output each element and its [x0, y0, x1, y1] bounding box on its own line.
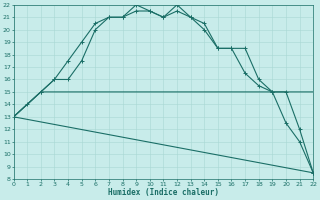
X-axis label: Humidex (Indice chaleur): Humidex (Indice chaleur): [108, 188, 219, 197]
